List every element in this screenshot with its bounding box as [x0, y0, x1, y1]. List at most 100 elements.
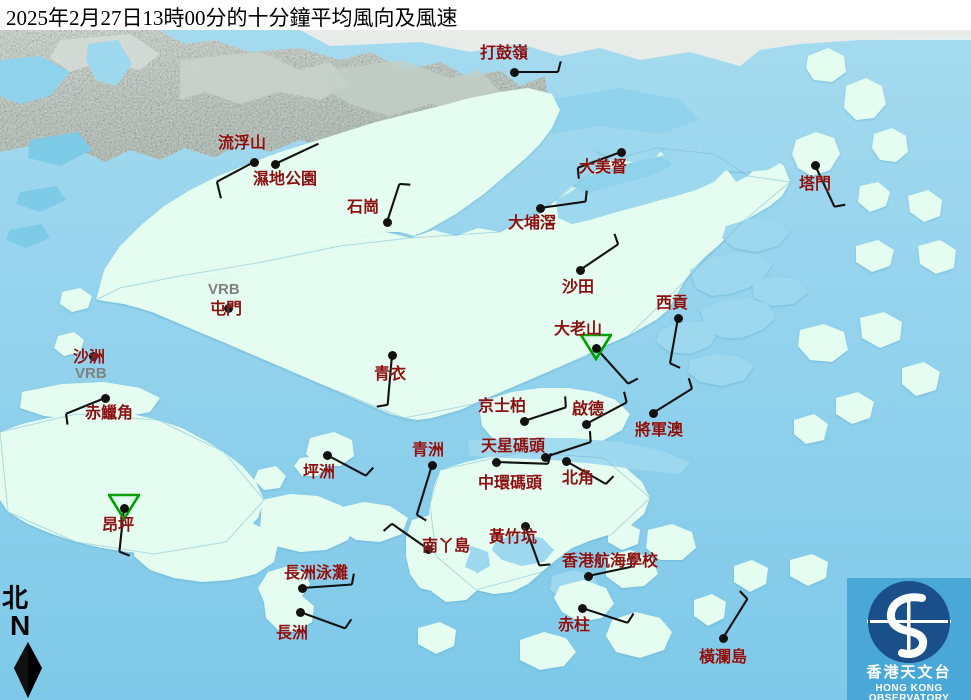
wind-barb-icon — [585, 391, 628, 425]
station-label: 橫瀾島 — [699, 649, 748, 666]
wind-barb-icon — [814, 164, 846, 208]
wind-barb-icon — [722, 590, 749, 639]
station-dot-icon — [519, 416, 529, 426]
station-dot-icon — [322, 450, 332, 460]
station-dot-icon — [509, 67, 519, 77]
station-dot-icon — [249, 157, 259, 167]
station-dot-icon — [810, 160, 820, 170]
station-dot-icon — [427, 460, 437, 470]
station-label: 長洲 — [276, 625, 309, 642]
station-label: 沙田 — [562, 279, 595, 296]
wind-barb-icon — [386, 182, 411, 223]
compass-label-north: N — [10, 610, 31, 641]
wind-barb-icon — [65, 397, 106, 425]
station-label: 大老山 — [554, 321, 603, 338]
title-bar: 2025年2月27日13時00分的十分鐘平均風向及風速 — [0, 0, 971, 30]
hko-swirl-logo-icon — [867, 581, 951, 663]
hk-landmass-layer — [0, 48, 956, 670]
station-dot-icon — [295, 607, 305, 617]
station-dot-icon — [119, 503, 129, 513]
station-dot-icon — [387, 350, 397, 360]
station-label: 昂坪 — [102, 517, 135, 534]
station-dot-icon — [491, 457, 501, 467]
variable-wind-label: VRB — [208, 281, 240, 298]
compass-label-chinese: 北 — [2, 584, 29, 613]
wind-barb-icon — [495, 452, 553, 465]
variable-wind-label: VRB — [75, 365, 107, 382]
hko-logo: 香港天文台 HONG KONG OBSERVATORY — [847, 578, 971, 700]
hko-logo-text-chinese: 香港天文台 — [866, 665, 952, 681]
station-dot-icon — [561, 456, 571, 466]
station-dot-icon — [88, 351, 98, 361]
station-dot-icon — [648, 408, 658, 418]
station-dot-icon — [423, 544, 433, 554]
wind-barb-icon — [581, 607, 635, 624]
station-label: 將軍澳 — [635, 422, 684, 439]
station-label: 啟德 — [572, 401, 605, 418]
wind-barb-icon — [576, 151, 622, 179]
station-label: 大美督 — [579, 159, 628, 176]
wind-barb-icon — [565, 460, 615, 485]
wind-barb-icon — [299, 611, 353, 630]
station-label: 石崗 — [347, 199, 380, 216]
highlight-triangle-icon — [580, 333, 612, 361]
hko-logo-text-english: HONG KONG OBSERVATORY — [868, 683, 950, 700]
station-dot-icon — [297, 583, 307, 593]
station-label: 南丫島 — [422, 538, 471, 555]
wind-barb-icon — [587, 555, 633, 578]
station-label: 青洲 — [412, 442, 445, 459]
station-label: 青衣 — [374, 366, 407, 383]
station-dot-icon — [100, 393, 110, 403]
station-dot-icon — [616, 147, 626, 157]
station-label: 沙洲 — [73, 349, 106, 366]
station-dot-icon — [540, 452, 550, 462]
station-dot-icon — [673, 313, 683, 323]
wind-barb-icon — [523, 396, 567, 422]
wind-barb-icon — [514, 61, 562, 74]
station-label: 塔門 — [799, 176, 832, 193]
station-label: 屯門 — [210, 301, 243, 318]
station-dot-icon — [382, 217, 392, 227]
compass-rose: 北 N — [2, 586, 60, 700]
station-label: 大埔滘 — [508, 215, 557, 232]
wind-barb-icon — [326, 454, 375, 477]
station-dot-icon — [520, 521, 530, 531]
wind-barb-icon — [118, 507, 131, 557]
page-title: 2025年2月27日13時00分的十分鐘平均風向及風速 — [6, 6, 458, 30]
wind-barb-icon — [539, 190, 588, 210]
station-label: 坪洲 — [303, 464, 336, 481]
station-dot-icon — [535, 203, 545, 213]
station-label: 西貢 — [656, 295, 689, 312]
wind-barb-icon — [415, 464, 434, 522]
station-dot-icon — [223, 303, 233, 313]
station-label: 赤鱲角 — [85, 405, 134, 422]
wind-barb-icon — [274, 142, 319, 165]
wind-barb-icon — [595, 347, 639, 385]
wind-barb-icon — [524, 525, 551, 567]
station-label: 長洲泳灘 — [284, 565, 349, 582]
station-dot-icon — [718, 633, 728, 643]
station-label: 黃竹坑 — [489, 529, 538, 546]
station-label: 濕地公園 — [253, 171, 318, 188]
station-dot-icon — [581, 419, 591, 429]
wind-barb-icon — [668, 317, 681, 369]
wind-barb-icon — [382, 522, 429, 550]
wind-barb-icon — [215, 161, 255, 199]
station-label: 香港航海學校 — [562, 553, 659, 570]
station-label: 京士柏 — [478, 398, 527, 415]
wind-barb-icon — [301, 573, 355, 590]
station-dot-icon — [577, 603, 587, 613]
station-label: 中環碼頭 — [478, 475, 543, 492]
station-dot-icon — [270, 159, 280, 169]
station-label: 天星碼頭 — [481, 438, 546, 455]
station-dot-icon — [575, 265, 585, 275]
wind-barb-icon — [544, 431, 592, 458]
station-label: 打鼓嶺 — [480, 45, 529, 62]
station-label: 流浮山 — [218, 135, 267, 152]
wind-barb-icon — [376, 354, 394, 408]
highlight-triangle-icon — [108, 493, 140, 521]
station-dot-icon — [591, 343, 601, 353]
wind-barb-icon — [652, 377, 694, 414]
